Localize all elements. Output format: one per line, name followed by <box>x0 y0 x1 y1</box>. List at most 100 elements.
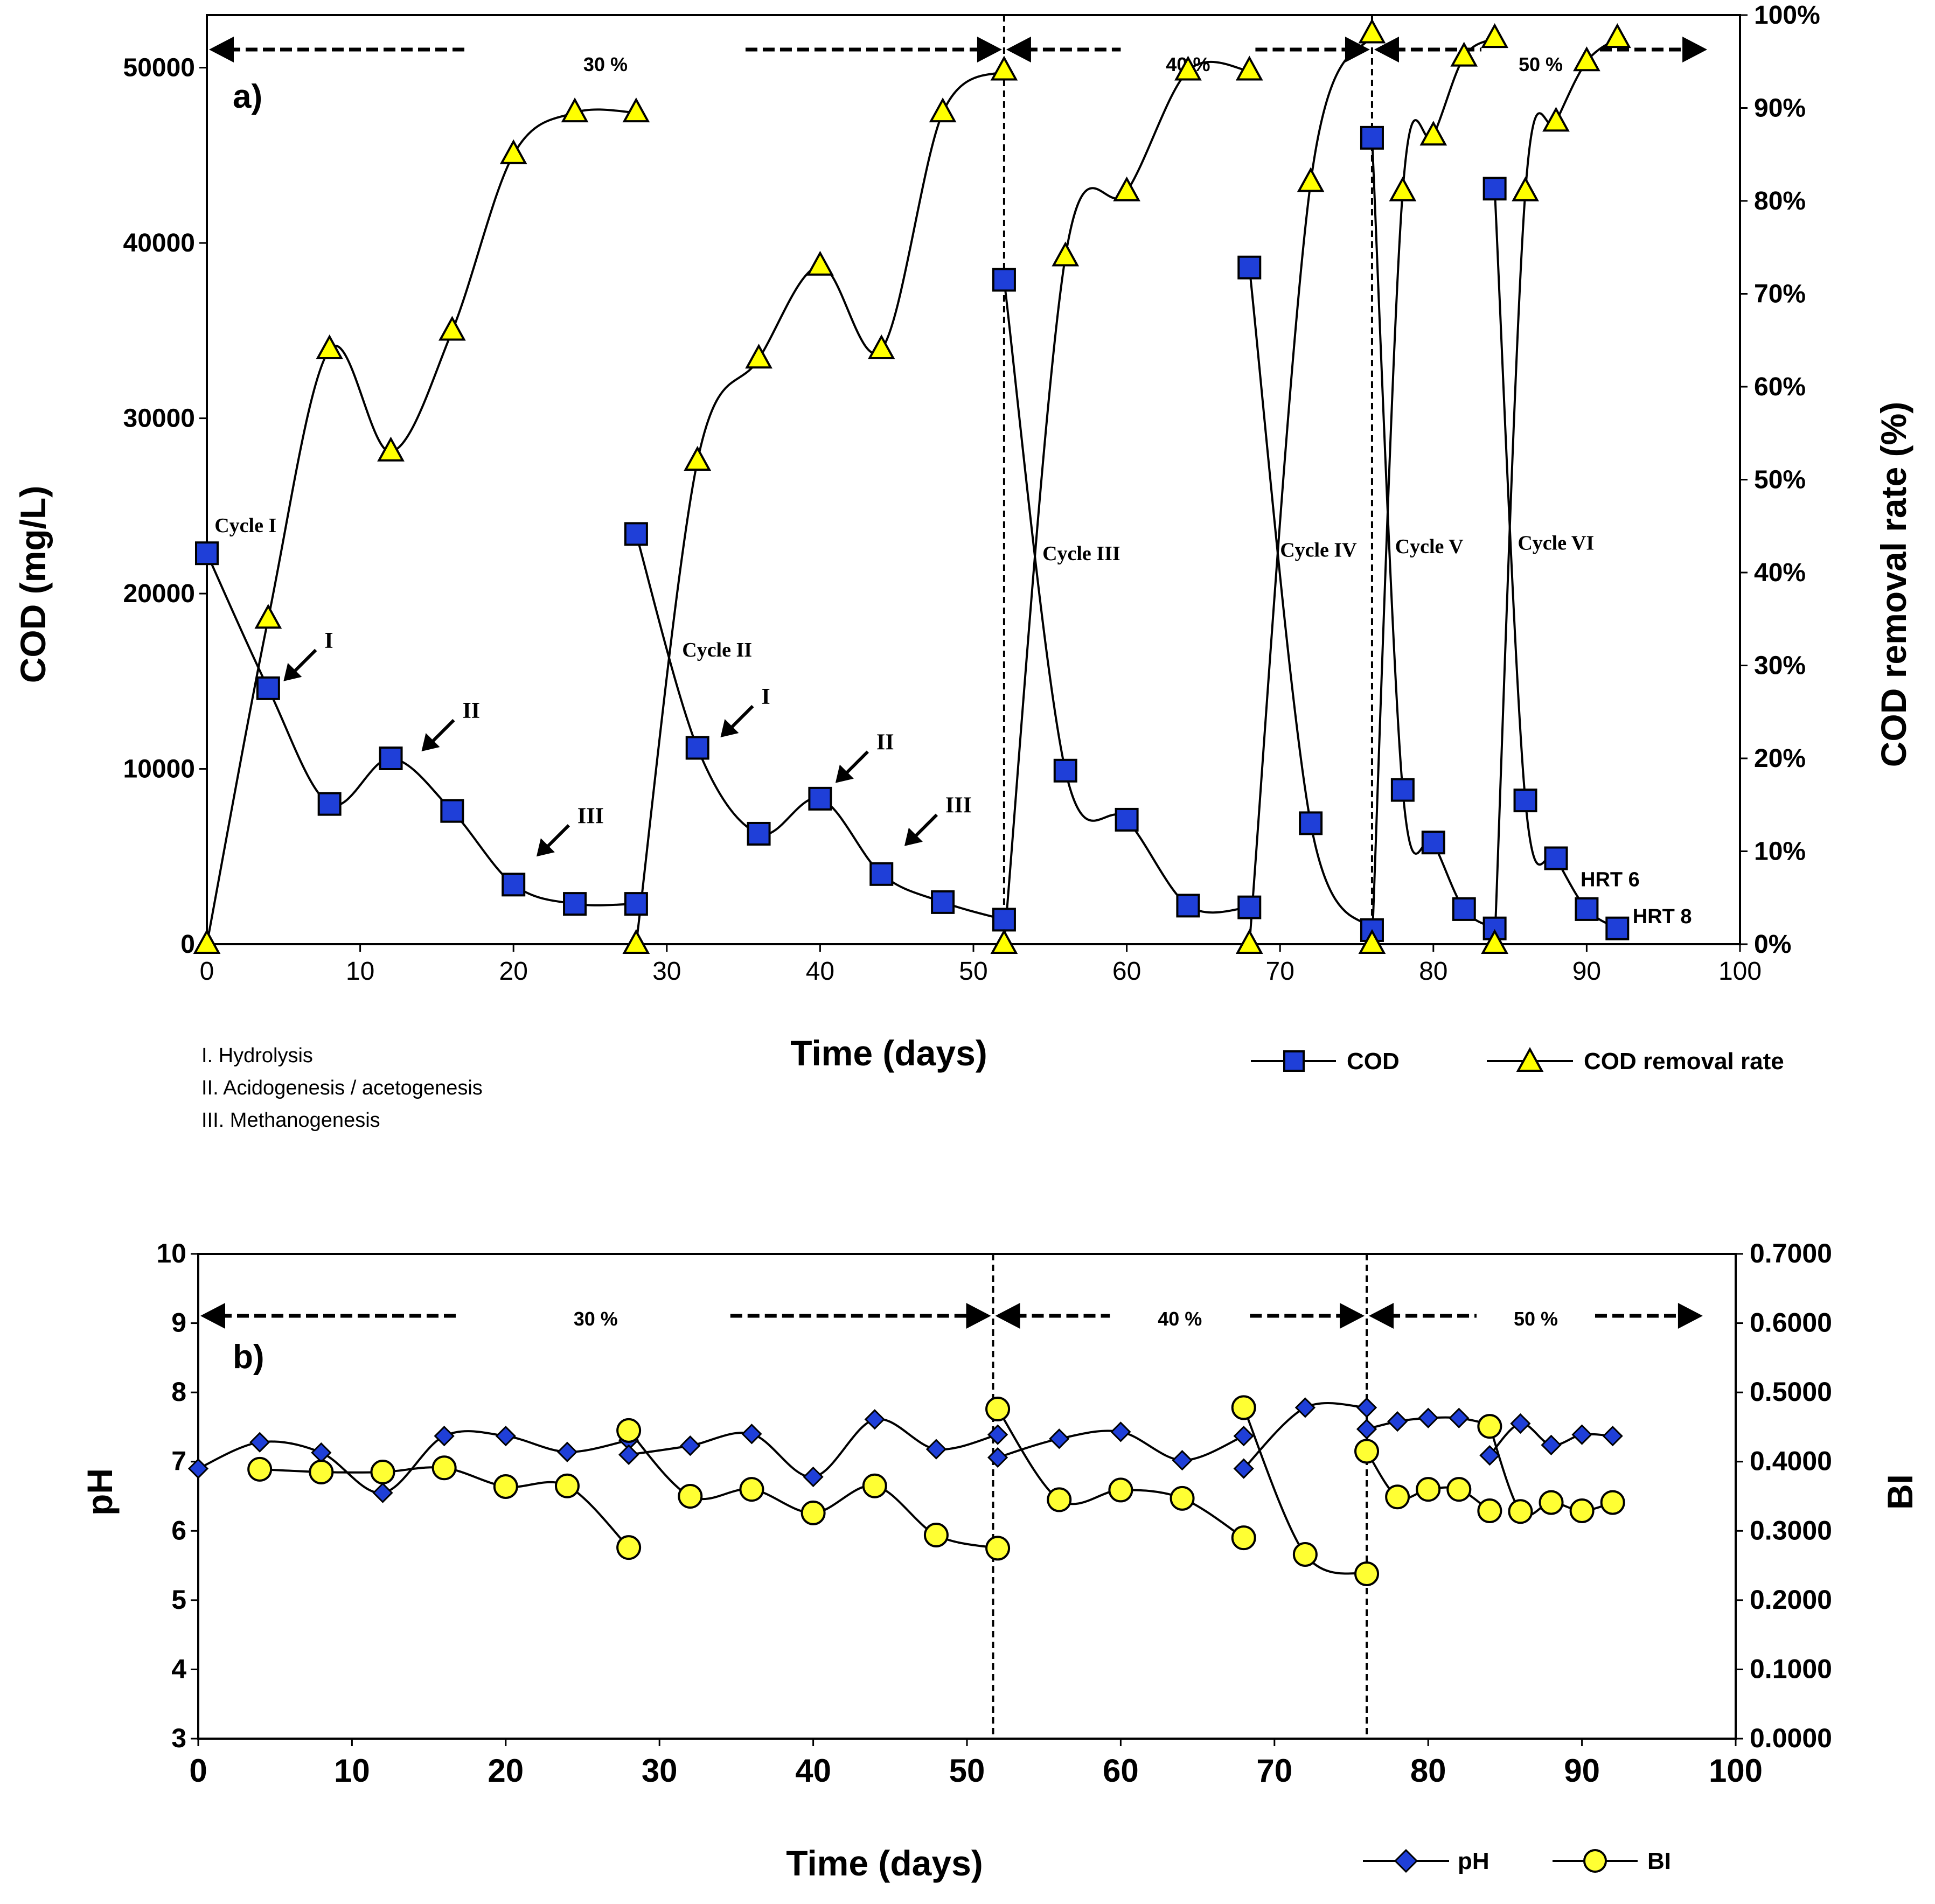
period-arrow-head <box>966 1303 991 1329</box>
data-point-cod-removal-rate <box>806 250 834 276</box>
data-point-cod <box>440 799 464 823</box>
phase-arrow-head <box>283 662 302 681</box>
data-point-ph <box>1233 1458 1254 1479</box>
data-point-cod-removal-rate <box>684 445 712 471</box>
phase-arrow-label: I <box>324 629 333 653</box>
data-point-cod-removal-rate <box>990 929 1018 954</box>
phase-arrow-label: II <box>876 730 894 755</box>
data-point-bi <box>1385 1484 1410 1510</box>
data-point-bi <box>1508 1499 1533 1524</box>
data-point-cod-removal-rate <box>622 929 650 954</box>
data-point-bi <box>739 1477 764 1502</box>
legend-bi-marker <box>1583 1849 1607 1873</box>
panel-a-plot: 0 10 20 30 40 50 60 70 80 90 100 0 10000 20000 30000 40… <box>123 1 1820 986</box>
panel-b-y2-axis-title: BI <box>1880 1474 1920 1510</box>
y2-tick-label: 40% <box>1754 559 1806 587</box>
y2-tick-label: 0.3000 <box>1750 1515 1832 1545</box>
data-point-cod <box>1482 177 1507 201</box>
data-point-ph <box>434 1426 455 1447</box>
x-tick-label: 50 <box>959 957 987 986</box>
data-point-cod-removal-rate <box>867 334 895 359</box>
panel-a-x-axis-title: Time (days) <box>790 1033 987 1073</box>
data-point-cod <box>1237 255 1262 280</box>
data-point-cod <box>317 792 342 816</box>
data-point-cod <box>1299 811 1323 835</box>
data-point-ph <box>741 1424 762 1445</box>
data-point-bi <box>247 1456 273 1482</box>
data-point-ph <box>925 1439 947 1460</box>
y-tick-label: 9 <box>171 1308 186 1338</box>
y2-tick-label: 0.4000 <box>1750 1446 1832 1476</box>
data-point-bi <box>1477 1414 1502 1439</box>
phase-note-hydrolysis: I. Hydrolysis <box>201 1044 313 1067</box>
phase-arrow-head <box>421 733 440 751</box>
data-point-cod-removal-rate <box>1297 167 1325 192</box>
data-point-cod <box>1115 807 1139 832</box>
period-arrow-head <box>977 37 1002 62</box>
panel-a-y-axis-title: COD (mg/L) <box>13 486 53 684</box>
y-tick-label: 30000 <box>123 404 195 433</box>
data-point-bi <box>493 1474 518 1499</box>
data-point-cod <box>1452 897 1476 921</box>
y2-tick-label: 50% <box>1754 466 1806 494</box>
data-point-ph <box>249 1432 270 1453</box>
data-point-cod <box>1544 846 1568 870</box>
data-point-cod <box>869 862 894 886</box>
x-tick-label: 30 <box>652 957 681 986</box>
data-point-bi <box>554 1473 580 1498</box>
phase-arrow-label: II <box>462 699 480 723</box>
data-point-cod-removal-rate <box>745 344 772 369</box>
y-tick-label: 5 <box>171 1585 186 1615</box>
data-point-ph <box>1510 1413 1531 1434</box>
hrt-label: HRT 6 <box>1581 869 1640 891</box>
data-point-cod-removal-rate <box>1481 23 1509 48</box>
x-tick-label: 20 <box>499 957 528 986</box>
y2-tick-label: 0.0000 <box>1750 1723 1832 1753</box>
data-point-bi <box>1231 1395 1256 1420</box>
data-point-cod-removal-rate <box>1450 41 1478 67</box>
data-point-bi <box>431 1455 457 1481</box>
data-point-cod-removal-rate <box>622 97 650 123</box>
phase-arrow-label: III <box>945 793 972 818</box>
y-tick-label: 10000 <box>123 755 195 784</box>
cycle-label: Cycle IV <box>1280 539 1357 562</box>
data-point-bi <box>1539 1490 1564 1515</box>
phase-arrow-head <box>835 764 854 783</box>
panel-b-x-axis-title: Time (days) <box>786 1843 983 1883</box>
data-point-cod-removal-rate <box>1512 176 1539 201</box>
x-tick-label: 40 <box>795 1753 831 1789</box>
y-tick-label: 4 <box>171 1654 186 1684</box>
data-point-bi <box>1231 1525 1256 1551</box>
phase-note-methanogenesis: III. Methanogenesis <box>201 1109 380 1132</box>
y2-tick-label: 20% <box>1754 744 1806 773</box>
legend-ph-label: pH <box>1458 1848 1489 1874</box>
x-tick-label: 20 <box>488 1753 524 1789</box>
data-point-cod <box>931 890 955 914</box>
data-point-cod <box>563 892 587 916</box>
data-point-cod <box>1390 778 1415 802</box>
data-point-cod <box>747 821 771 846</box>
period-arrow-head <box>1682 37 1708 62</box>
period-arrow-head <box>200 1303 225 1329</box>
data-point-ph <box>1356 1419 1377 1440</box>
data-point-cod-removal-rate <box>1481 929 1509 954</box>
period-arrow-head <box>1678 1303 1703 1329</box>
data-point-ph <box>1449 1407 1470 1428</box>
period-arrow-head <box>1006 37 1031 62</box>
x-tick-label: 60 <box>1103 1753 1139 1789</box>
data-point-bi <box>370 1460 395 1484</box>
data-point-cod <box>624 522 648 546</box>
y-tick-label: 6 <box>171 1515 186 1545</box>
data-point-cod-removal-rate <box>316 334 344 359</box>
panel-b: b) Time (days) pH BI pH BI <box>80 1338 1920 1883</box>
data-point-cod-removal-rate <box>1174 55 1202 81</box>
y2-tick-label: 0.5000 <box>1750 1377 1832 1407</box>
data-point-bi <box>801 1500 826 1525</box>
x-tick-label: 30 <box>642 1753 678 1789</box>
data-point-cod <box>1605 916 1630 940</box>
y2-tick-label: 80% <box>1754 187 1806 215</box>
x-tick-label: 90 <box>1564 1753 1600 1789</box>
x-tick-label: 100 <box>1718 957 1762 986</box>
data-point-cod-removal-rate <box>1235 55 1263 81</box>
legend-removal-marker <box>1516 1047 1544 1072</box>
